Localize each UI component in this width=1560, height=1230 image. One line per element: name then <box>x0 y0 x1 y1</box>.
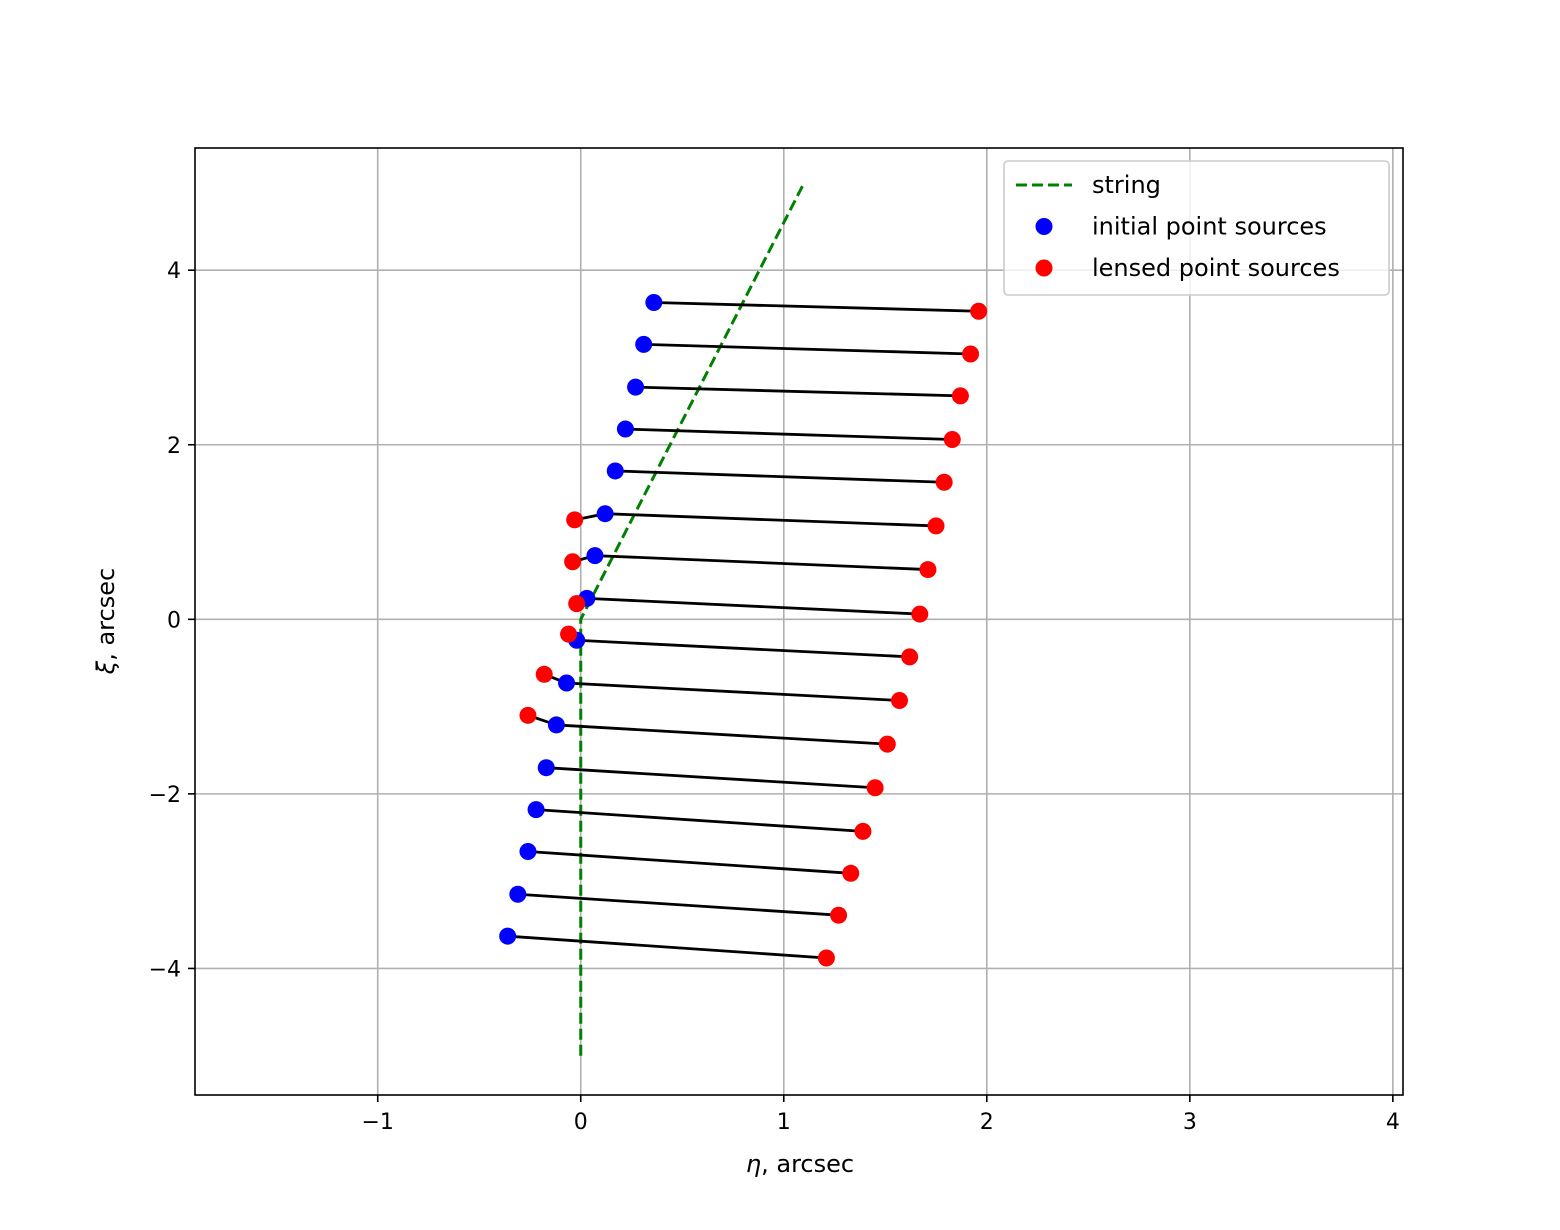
lensed-point <box>962 345 980 363</box>
legend-label: initial point sources <box>1092 213 1327 241</box>
lensed-point <box>519 706 537 724</box>
lensed-point <box>564 553 582 571</box>
connector-line <box>605 512 937 528</box>
initial-point <box>499 927 517 945</box>
connector-line <box>546 766 876 790</box>
connector-line <box>576 638 910 659</box>
connector-line <box>527 850 851 875</box>
connector-line <box>594 554 928 571</box>
x-axis-label: η, arcsec <box>746 1150 854 1178</box>
connector-line <box>507 934 827 960</box>
connector-line <box>535 808 864 833</box>
y-tick-label: −4 <box>149 957 181 982</box>
initial-point <box>547 716 565 734</box>
y-axis-label-text: , arcsec <box>92 568 120 661</box>
lensed-point <box>854 822 872 840</box>
x-tick-label: 1 <box>777 1110 791 1135</box>
x-tick-label: 4 <box>1386 1110 1400 1135</box>
plot-data <box>499 182 988 1056</box>
lensed-point <box>830 906 848 924</box>
lensed-point <box>901 648 919 666</box>
connector-line <box>556 723 888 746</box>
initial-point <box>645 293 663 311</box>
lensed-point <box>535 665 553 683</box>
connector-line <box>615 469 945 484</box>
initial-point <box>596 505 614 523</box>
y-tick-label: 0 <box>167 608 181 633</box>
lensed-point <box>866 779 884 797</box>
initial-point <box>519 842 537 860</box>
x-tick-label: 2 <box>980 1110 994 1135</box>
legend: string initial point sources lensed point … <box>1003 160 1390 296</box>
string-line <box>579 182 806 1056</box>
legend-box <box>1003 160 1390 296</box>
lensed-point <box>919 561 937 579</box>
x-tick-label: 0 <box>574 1110 588 1135</box>
y-tick-label: 4 <box>167 259 181 284</box>
x-axis-label-symbol: η <box>746 1150 761 1178</box>
lensed-point <box>560 625 578 643</box>
lensed-point <box>817 949 835 967</box>
initial-point <box>586 547 604 565</box>
legend-label: lensed point sources <box>1092 254 1340 282</box>
connector-line <box>653 301 979 313</box>
initial-point <box>509 885 527 903</box>
initial-point <box>606 462 624 480</box>
lensed-point <box>927 517 945 535</box>
x-axis-label-text: , arcsec <box>761 1150 854 1178</box>
lensed-point <box>935 473 953 491</box>
legend-marker-swatch <box>1035 218 1053 235</box>
y-axis-label-symbol: ξ <box>92 660 120 675</box>
connector-line <box>625 427 953 441</box>
connector-line <box>643 342 971 356</box>
lensed-point <box>842 864 860 882</box>
initial-point <box>616 420 634 438</box>
initial-point <box>527 801 545 819</box>
initial-point <box>635 335 653 353</box>
initial-point <box>558 674 576 692</box>
plot-frame <box>194 147 1404 1096</box>
y-tick-label: −2 <box>149 783 181 808</box>
ticks: −1 0 1 2 3 4 −4 −2 0 2 4 <box>149 259 1400 1135</box>
lensed-point <box>943 431 961 449</box>
x-tick-label: 3 <box>1183 1110 1197 1135</box>
lensed-point <box>878 735 896 753</box>
lensed-point <box>951 387 969 405</box>
lensed-point <box>970 302 988 320</box>
legend-label: string <box>1092 171 1161 199</box>
legend-marker-swatch <box>1035 259 1053 277</box>
y-axis-label: ξ, arcsec <box>92 568 120 675</box>
connector-line <box>517 892 839 917</box>
lensed-point <box>911 605 929 623</box>
x-tick-label: −1 <box>362 1110 394 1135</box>
initial-point <box>627 378 645 396</box>
connector-line <box>566 681 900 702</box>
connector-line <box>635 385 961 398</box>
connector-line <box>586 596 920 616</box>
lensed-point <box>568 595 586 613</box>
lensed-point <box>566 511 584 529</box>
lensed-point <box>890 691 908 709</box>
y-tick-label: 2 <box>167 434 181 459</box>
initial-point <box>537 759 555 777</box>
